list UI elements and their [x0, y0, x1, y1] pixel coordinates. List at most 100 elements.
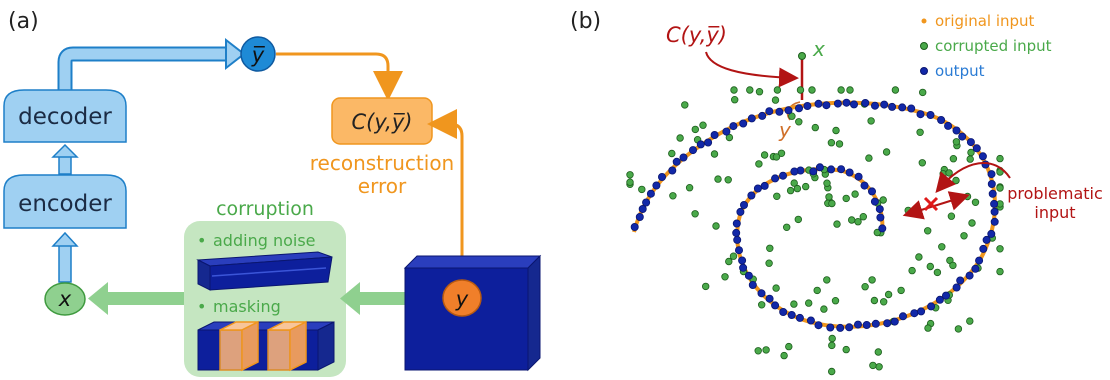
corrupted-point	[891, 86, 900, 94]
output-point	[748, 280, 757, 289]
output-point	[875, 205, 884, 214]
masking-label: masking	[213, 297, 281, 316]
noise-label: adding noise	[213, 231, 316, 250]
output-point	[704, 138, 713, 147]
corrupted-point	[731, 95, 739, 104]
encoder-to-decoder-arrow	[51, 143, 79, 175]
legend-output: output	[935, 62, 985, 80]
noise-bullet: •	[197, 231, 206, 250]
output-point	[876, 213, 885, 222]
panel-label-b: (b)	[570, 9, 601, 34]
corrupted-points	[626, 86, 1004, 376]
output-point	[795, 313, 804, 322]
output-point	[806, 316, 815, 325]
corrupted-point	[842, 345, 850, 354]
corrupted-point	[865, 154, 873, 162]
corrupted-point	[828, 341, 836, 350]
output-point	[883, 319, 892, 328]
noisy-block	[196, 251, 333, 291]
corrupted-point	[669, 192, 677, 200]
decoder-label: decoder	[18, 104, 112, 130]
legend-dot-output	[920, 67, 928, 75]
corrupted-point	[714, 175, 722, 183]
corrupted-point	[794, 215, 802, 224]
output-point	[638, 204, 647, 213]
output-point	[944, 121, 953, 130]
corrupted-point	[926, 262, 934, 271]
corrupted-point	[828, 199, 836, 208]
corrupted-point	[823, 276, 831, 284]
output-point	[888, 102, 897, 111]
output-point	[795, 104, 804, 113]
corrupted-point	[933, 268, 942, 277]
output-point	[979, 244, 988, 253]
y-node: y	[442, 279, 482, 317]
problematic-input-marker	[902, 162, 1011, 220]
corrupted-point	[786, 186, 795, 195]
output-point	[642, 198, 651, 207]
reconstruction-label-2: error	[358, 174, 407, 198]
corrupted-point	[825, 193, 833, 201]
corrupted-point	[867, 117, 875, 125]
corrupted-point	[788, 112, 796, 120]
cost-box: C(y,y̅)	[331, 97, 433, 145]
corrupted-point	[712, 222, 720, 230]
corrupted-point	[730, 86, 738, 94]
corrupted-point	[835, 140, 844, 148]
output-point	[733, 235, 742, 244]
corrupted-point	[918, 159, 926, 167]
corrupted-point	[685, 183, 694, 192]
corrupted-point	[967, 148, 975, 157]
y-bar-node: y̅	[240, 36, 276, 72]
corrupted-point	[873, 228, 881, 237]
output-point	[935, 295, 944, 304]
output-point	[987, 170, 996, 179]
output-point	[732, 228, 741, 237]
corruption-title: corruption	[216, 198, 314, 220]
corrupted-point	[904, 206, 912, 215]
output-point	[815, 163, 824, 172]
output-point	[878, 224, 887, 233]
output-point	[956, 276, 965, 285]
corrupted-point	[949, 154, 958, 163]
corrupted-point	[765, 259, 773, 267]
output-point	[898, 103, 907, 112]
output-point	[827, 165, 836, 174]
x-label-b: x	[812, 37, 825, 61]
output-point	[771, 174, 780, 183]
output-point	[809, 167, 818, 176]
output-point	[771, 301, 780, 310]
corrupted-point	[760, 151, 769, 159]
corrupted-point	[820, 305, 828, 313]
corrupted-point	[790, 179, 798, 187]
output-point	[861, 99, 870, 108]
output-point	[744, 271, 753, 280]
ybar-to-cost-arrow	[276, 52, 403, 101]
output-point	[937, 116, 946, 125]
corrupted-point	[754, 347, 762, 355]
corrupted-point	[766, 244, 774, 252]
output-point	[765, 107, 774, 116]
output-point	[942, 291, 951, 300]
corrupted-point	[785, 342, 793, 351]
corrupted-point	[874, 348, 882, 356]
corrupted-point	[783, 223, 791, 231]
output-points	[630, 98, 999, 332]
output-point	[753, 184, 762, 193]
corrupted-point	[996, 184, 1004, 192]
corrupted-point	[938, 243, 946, 251]
corrupted-point	[966, 317, 974, 325]
corrupted-point	[996, 245, 1004, 253]
output-point	[837, 165, 846, 174]
output-point	[971, 264, 980, 273]
problematic-pointer	[935, 162, 1011, 194]
output-point	[803, 102, 812, 111]
output-point	[880, 100, 889, 109]
output-point	[952, 126, 961, 135]
output-point	[871, 101, 880, 110]
corrupted-point	[772, 284, 780, 292]
encoder-label: encoder	[18, 191, 112, 217]
output-point	[926, 111, 935, 120]
output-point	[952, 283, 961, 292]
output-point	[739, 263, 748, 272]
